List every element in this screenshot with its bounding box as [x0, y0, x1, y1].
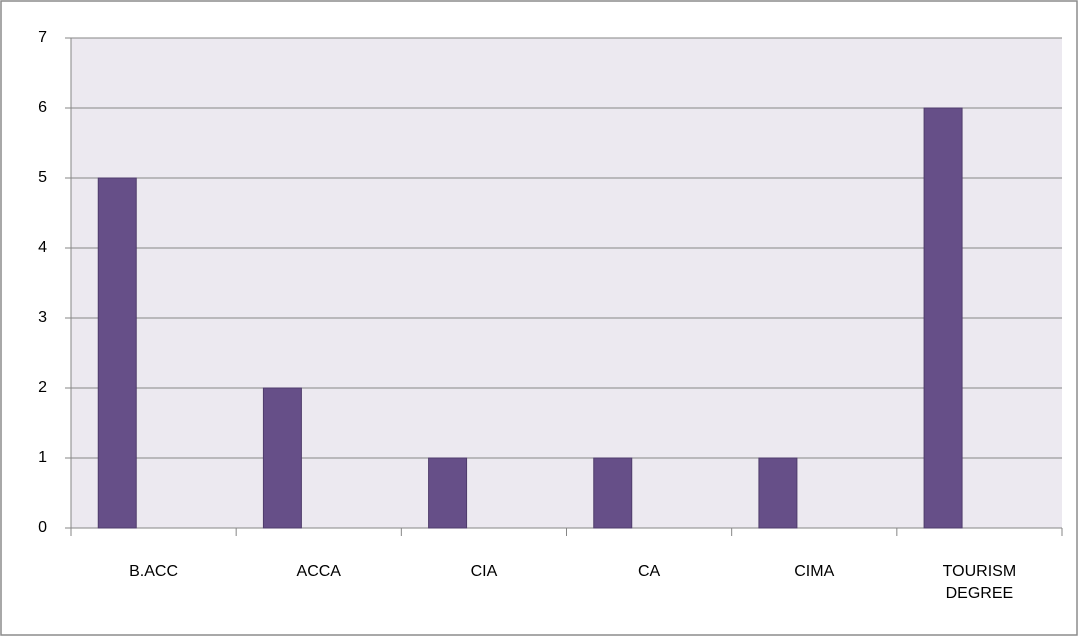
bar: [262, 387, 302, 529]
x-tick-label: ACCA: [296, 563, 341, 580]
x-tick-label: CIA: [470, 563, 498, 580]
y-tick-label: 7: [38, 29, 47, 46]
bar: [97, 177, 137, 529]
x-tick-label: B.ACC: [129, 563, 179, 580]
y-tick-label: 6: [38, 99, 47, 116]
bar: [923, 107, 963, 529]
x-tick-label: TOURISM DEGREE: [942, 563, 1017, 602]
plot-area: [71, 38, 1062, 528]
y-tick-label: 2: [38, 379, 47, 396]
bar: [758, 457, 798, 529]
y-tick-label: 1: [38, 449, 47, 466]
x-tick-label: CA: [637, 563, 661, 580]
y-tick-label: 3: [38, 309, 47, 326]
x-tick-label: CIMA: [794, 563, 835, 580]
bar: [428, 457, 468, 529]
y-tick-label: 5: [38, 169, 47, 186]
bar: [593, 457, 633, 529]
y-tick-label: 0: [38, 519, 47, 536]
y-tick-label: 4: [38, 239, 47, 256]
